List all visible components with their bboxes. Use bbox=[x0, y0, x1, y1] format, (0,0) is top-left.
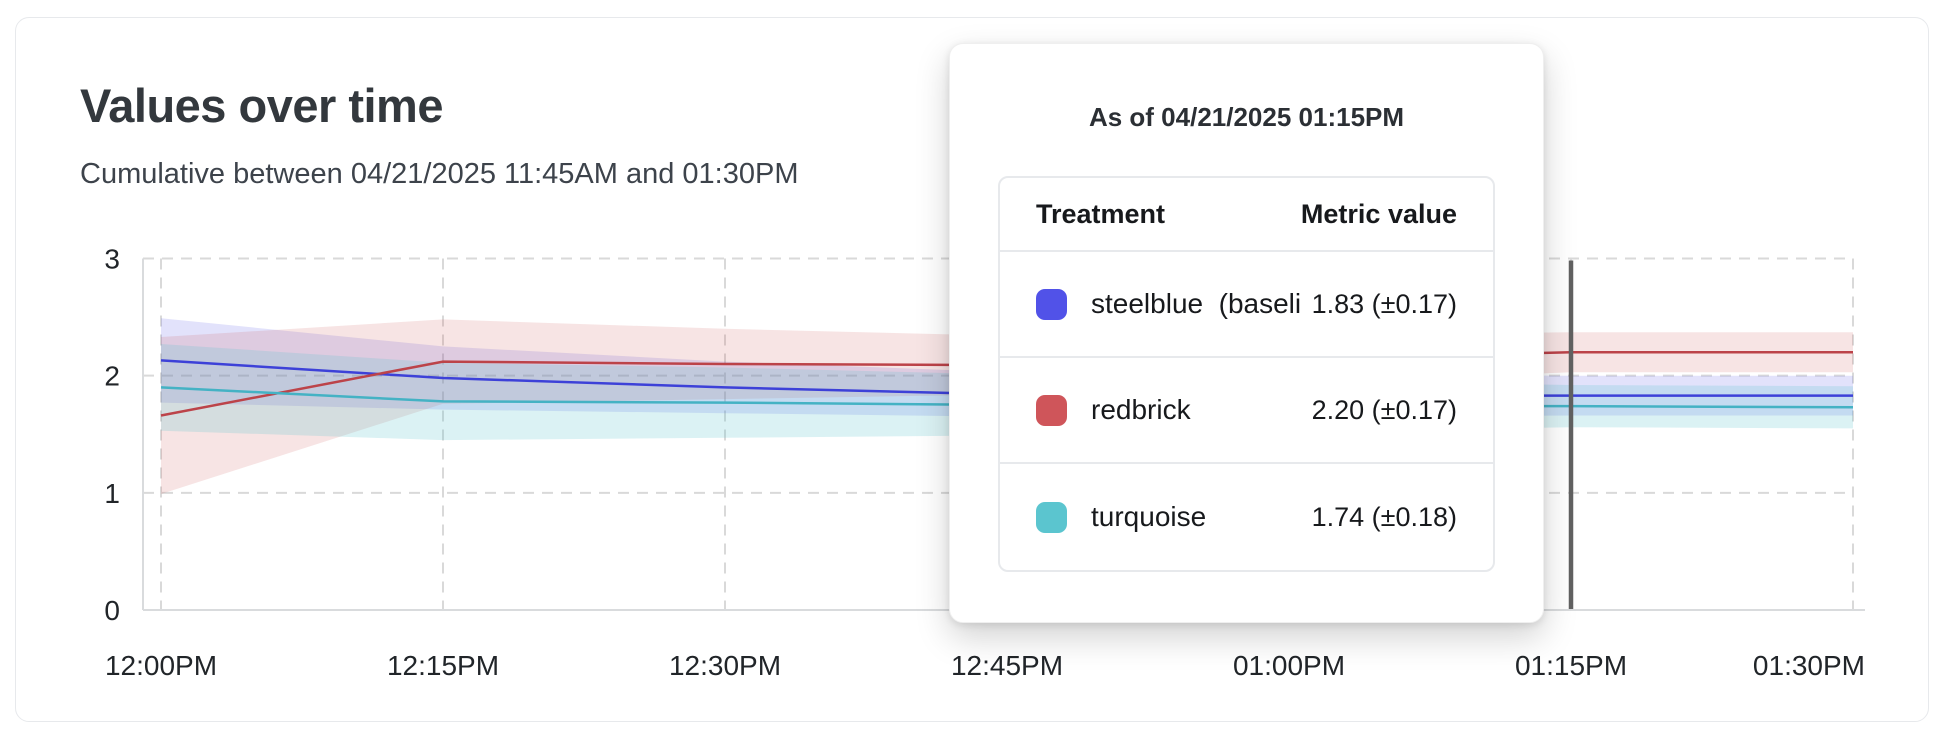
svg-text:1: 1 bbox=[104, 478, 120, 509]
x-axis-labels: 12:00PM 12:15PM 12:30PM 12:45PM 01:00PM 01:15… bbox=[105, 650, 1865, 681]
hover-tooltip: As of 04/21/2025 01:15PM Treatment Metri… bbox=[949, 43, 1544, 623]
svg-text:2: 2 bbox=[104, 361, 120, 392]
tooltip-row-steelblue: steelblue (baseli 1.83 (±0.17) bbox=[1000, 252, 1493, 358]
series-value-steelblue: 1.83 (±0.17) bbox=[1311, 288, 1457, 319]
y-axis-labels: 0 1 2 3 bbox=[104, 244, 120, 627]
tooltip-row-redbrick: redbrick 2.20 (±0.17) bbox=[1000, 358, 1493, 464]
series-label-turquoise: turquoise bbox=[1091, 501, 1207, 532]
series-value-redbrick: 2.20 (±0.17) bbox=[1311, 394, 1457, 425]
column-header-metric-value: Metric value bbox=[1300, 198, 1457, 229]
series-swatch-turquoise bbox=[1036, 501, 1067, 533]
svg-text:0: 0 bbox=[104, 595, 120, 626]
chart-card: Values over time Cumulative between 04/2… bbox=[15, 17, 1929, 722]
svg-text:12:30PM: 12:30PM bbox=[669, 650, 781, 681]
series-swatch-redbrick bbox=[1036, 394, 1067, 426]
svg-text:12:15PM: 12:15PM bbox=[387, 650, 499, 681]
series-value-turquoise: 1.74 (±0.18) bbox=[1311, 501, 1457, 532]
svg-text:01:15PM: 01:15PM bbox=[1515, 650, 1627, 681]
svg-text:12:45PM: 12:45PM bbox=[951, 650, 1063, 681]
column-header-treatment: Treatment bbox=[1036, 198, 1166, 229]
page-subtitle: Cumulative between 04/21/2025 11:45AM an… bbox=[80, 158, 799, 190]
tooltip-table: Treatment Metric value steelblue (baseli… bbox=[998, 176, 1495, 572]
series-label-redbrick: redbrick bbox=[1091, 394, 1191, 425]
page-title: Values over time bbox=[80, 79, 443, 132]
tooltip-table-header: Treatment Metric value bbox=[1000, 178, 1493, 252]
tooltip-row-turquoise: turquoise 1.74 (±0.18) bbox=[1000, 464, 1493, 570]
series-label-steelblue: steelblue (baseli bbox=[1091, 288, 1302, 319]
svg-text:01:00PM: 01:00PM bbox=[1233, 650, 1345, 681]
svg-text:12:00PM: 12:00PM bbox=[105, 650, 217, 681]
svg-text:3: 3 bbox=[104, 244, 120, 275]
tooltip-title: As of 04/21/2025 01:15PM bbox=[1088, 102, 1405, 132]
series-swatch-steelblue bbox=[1036, 288, 1067, 320]
svg-text:01:30PM: 01:30PM bbox=[1753, 650, 1865, 681]
